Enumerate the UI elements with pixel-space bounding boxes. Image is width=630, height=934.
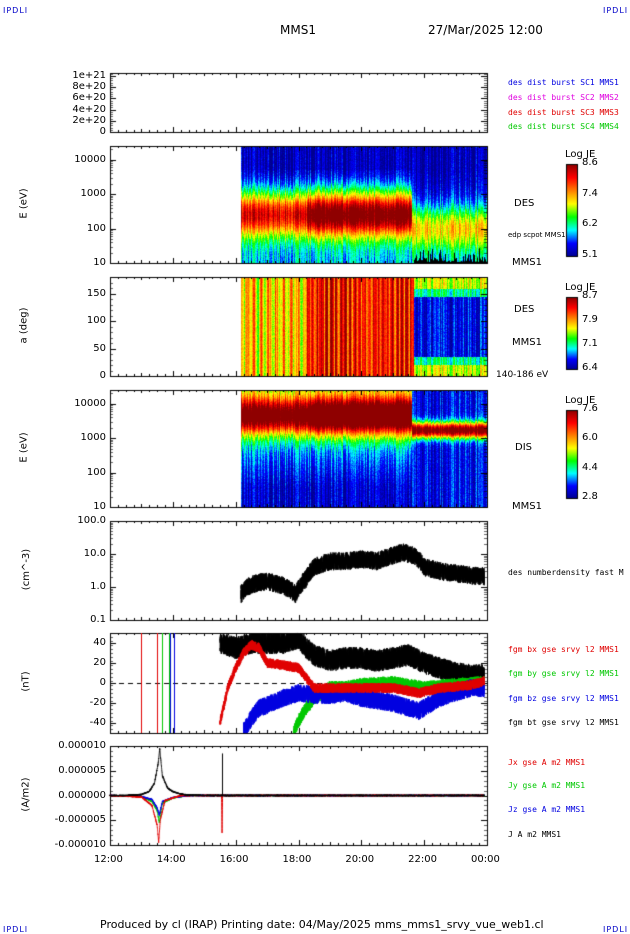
y-axis-label: E (eV) — [19, 187, 31, 219]
x-tick-label: 20:00 — [345, 854, 375, 865]
y-tick-label: 100 — [86, 222, 106, 234]
y-tick-label: 100.0 — [77, 514, 106, 526]
x-tick-label: 00:00 — [471, 854, 500, 865]
legend-entry: Jx gse A m2 MMS1 — [508, 758, 586, 767]
legend-entry: Jy gse A m2 MMS1 — [508, 781, 586, 790]
y-tick-label: 4e+20 — [72, 103, 106, 115]
y-tick-label: 2e+20 — [72, 114, 106, 126]
y-tick-label: 0.1 — [90, 613, 106, 625]
panel-side-label: DES — [514, 304, 535, 315]
y-axis-label: (A/m2) — [20, 776, 32, 812]
panel-side-label: 140-186 eV — [496, 370, 549, 380]
x-tick-label: 16:00 — [219, 854, 249, 865]
y-tick-label: 1000 — [80, 431, 106, 443]
corner-label-top-right: IPDLI — [603, 6, 629, 15]
y-tick-label: 100 — [86, 466, 106, 478]
y-tick-label: 0.000005 — [58, 764, 106, 776]
y-tick-label: 1000 — [80, 187, 106, 199]
y-axis-label: (nT) — [20, 671, 32, 692]
legend-entry: fgm bt gse srvy l2 MMS1 — [508, 718, 619, 727]
legend-entry: des dist burst SC2 MMS2 — [508, 93, 619, 102]
legend-entry: fgm bx gse srvy l2 MMS1 — [508, 645, 619, 654]
colorbar-tick-label: 4.4 — [582, 461, 598, 473]
legend-entry: des dist burst SC1 MMS1 — [508, 78, 619, 87]
y-tick-label: -0.000010 — [54, 838, 106, 850]
colorbar-tick-label: 7.9 — [582, 314, 598, 325]
y-tick-label: -40 — [89, 716, 106, 728]
y-tick-label: 0.000010 — [58, 739, 106, 751]
panel-side-label: DES — [514, 198, 535, 209]
y-tick-label: 8e+20 — [72, 80, 106, 92]
corner-label-top-left: IPDLI — [3, 6, 29, 15]
legend-entry: J A m2 MMS1 — [508, 830, 561, 839]
colorbar-title: Log JE — [565, 282, 596, 293]
y-tick-label: 10000 — [74, 153, 106, 165]
legend-entry: fgm by gse srvy l2 MMS1 — [508, 669, 619, 678]
y-tick-label: 0 — [99, 676, 106, 688]
colorbar-tick-label: 7.1 — [582, 338, 598, 349]
footer-text: Produced by cl (IRAP) Printing date: 04/… — [100, 918, 544, 931]
colorbar-tick-label: 6.4 — [582, 362, 598, 373]
legend-entry: des numberdensity fast M — [508, 568, 624, 577]
colorbar-tick-label: 2.8 — [582, 491, 598, 502]
legend-entry: des dist burst SC3 MMS3 — [508, 108, 619, 117]
colorbar-title: Log JE — [565, 395, 596, 406]
colorbar-tick-label: 7.6 — [582, 403, 598, 414]
colorbar-title: Log JE — [565, 149, 596, 160]
datetime-title: 27/Mar/2025 12:00 — [428, 23, 543, 37]
x-tick-label: 22:00 — [408, 854, 437, 865]
corner-label-bottom-right: IPDLI — [603, 925, 629, 934]
y-axis-label: E (eV) — [19, 431, 31, 463]
y-tick-label: 20 — [93, 656, 106, 668]
y-tick-label: -0.000005 — [54, 813, 106, 825]
x-tick-label: 18:00 — [282, 854, 312, 865]
colorbar-tick-label: 8.6 — [582, 157, 598, 168]
y-tick-label: 10 — [93, 500, 106, 512]
y-tick-label: 10000 — [74, 397, 106, 409]
legend-entry: Jz gse A m2 MMS1 — [508, 805, 586, 814]
y-tick-label: 50 — [93, 342, 106, 354]
colorbar-tick-label: 8.7 — [582, 290, 598, 301]
panel-side-label: MMS1 — [512, 501, 542, 512]
y-tick-label: 40 — [93, 636, 106, 648]
colorbar-tick-label: 7.4 — [582, 187, 598, 199]
panel-side-label: MMS1 — [512, 337, 542, 348]
panel-side-label: DIS — [515, 442, 532, 453]
colorbar-tick-label: 6.2 — [582, 218, 598, 230]
y-axis-label: (cm^-3) — [21, 548, 33, 590]
y-tick-label: 1e+21 — [72, 69, 106, 81]
legend-entry: fgm bz gse srvy l2 MMS1 — [508, 694, 619, 703]
y-tick-label: -20 — [89, 696, 106, 708]
y-tick-label: 0 — [99, 369, 106, 381]
y-tick-label: 0.000000 — [58, 789, 106, 801]
x-tick-label: 12:00 — [94, 854, 123, 865]
y-tick-label: 150 — [86, 287, 106, 299]
legend-entry: des dist burst SC4 MMS4 — [508, 122, 619, 131]
y-tick-label: 10.0 — [83, 547, 106, 559]
x-tick-label: 14:00 — [156, 854, 186, 865]
colorbar-tick-label: 5.1 — [582, 249, 598, 260]
colorbar-tick-label: 6.0 — [582, 432, 598, 444]
y-axis-label: a (deg) — [18, 307, 30, 343]
panel-side-label: MMS1 — [512, 257, 542, 268]
y-tick-label: 1.0 — [90, 580, 106, 592]
y-tick-label: 6e+20 — [72, 91, 106, 103]
panel-side-label: edp scpot MMS1 — [508, 231, 566, 239]
spacecraft-title: MMS1 — [280, 23, 316, 37]
y-tick-label: 0 — [99, 125, 106, 137]
corner-label-bottom-left: IPDLI — [3, 925, 29, 934]
y-tick-label: 100 — [86, 314, 106, 326]
y-tick-label: 10 — [93, 256, 106, 268]
